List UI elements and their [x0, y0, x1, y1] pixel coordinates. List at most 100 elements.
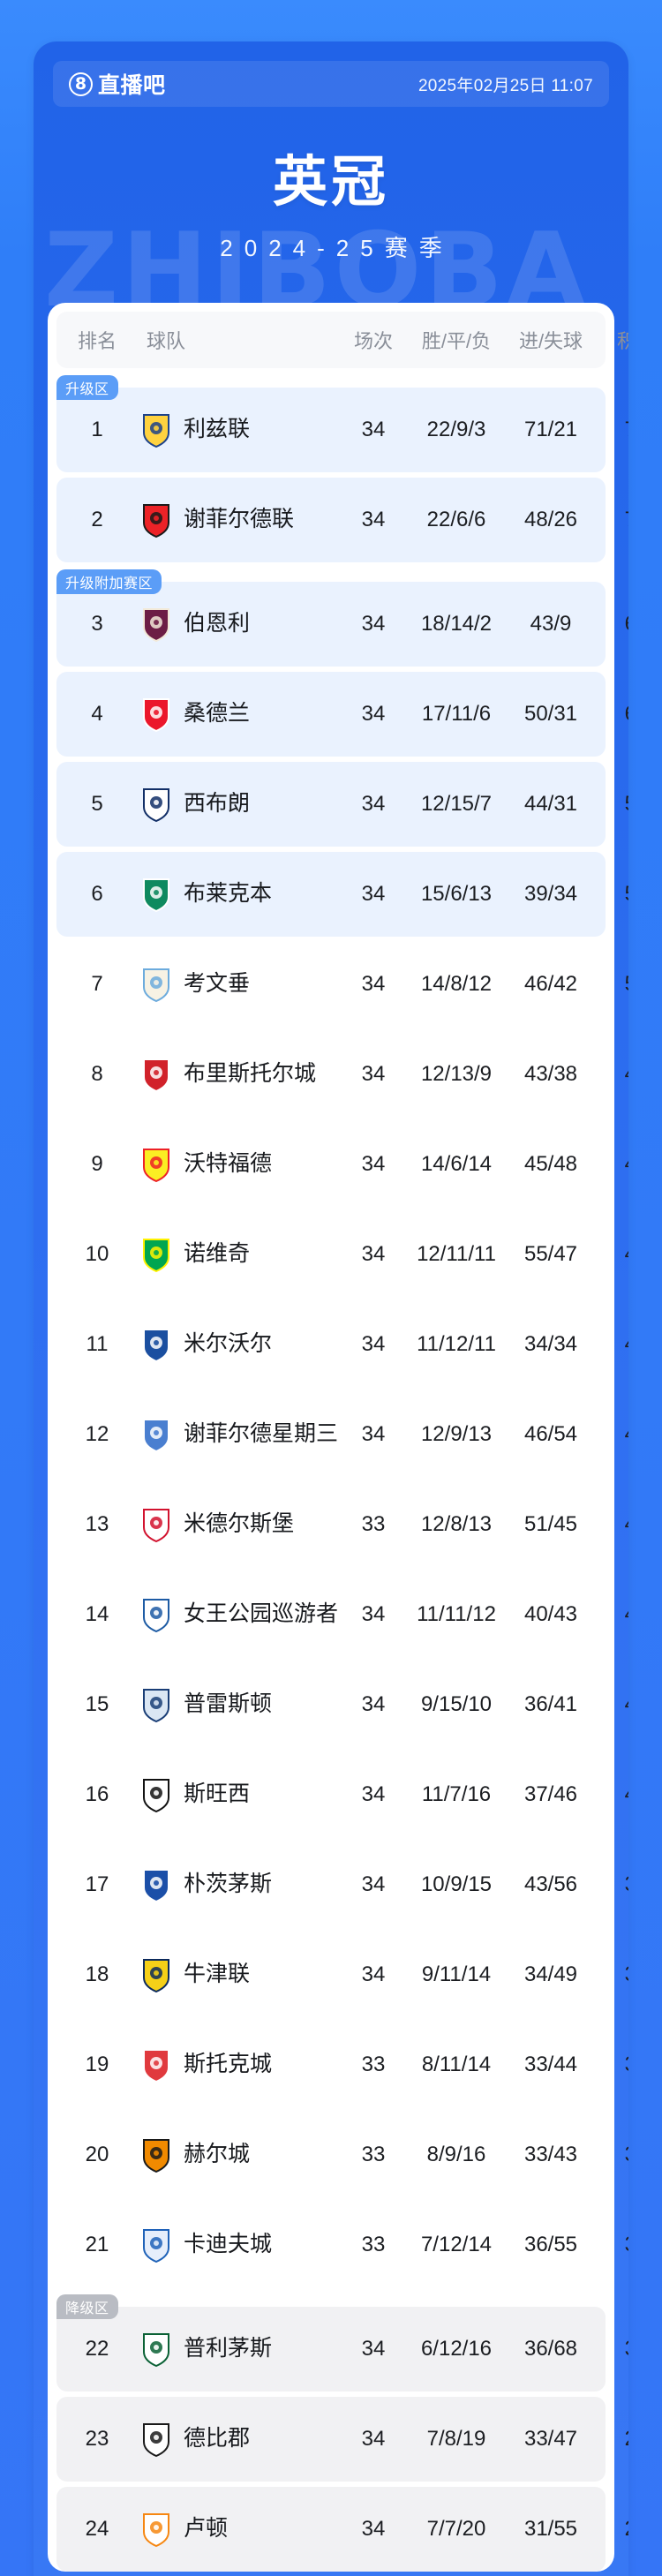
- cell-played: 34: [361, 1062, 386, 1086]
- team-name-label: 赫尔城: [184, 2142, 251, 2167]
- cell-goals: 37/46: [523, 1782, 578, 1806]
- table-row[interactable]: 16 斯旺西 34 11/7/16 37/46 40: [56, 1752, 628, 1837]
- team-name-label: 女王公园巡游者: [184, 1601, 339, 1627]
- table-row[interactable]: 升级区 1 利兹联 34 22/9/3 71/21 75: [56, 375, 628, 472]
- cell-played: 33: [361, 1512, 386, 1536]
- column-header-goals: 进/失球: [518, 330, 583, 352]
- table-row[interactable]: 13 米德尔斯堡 33 12/8/13 51/45 44: [56, 1482, 628, 1567]
- cell-wdl: 11/11/12: [417, 1602, 496, 1626]
- table-row[interactable]: 2 谢菲尔德联 34 22/6/6 48/26 70: [56, 478, 628, 562]
- cell-team[interactable]: 普雷斯顿: [138, 1686, 339, 1723]
- table-row[interactable]: 4 桑德兰 34 17/11/6 50/31 62: [56, 672, 628, 757]
- cell-team[interactable]: 斯托克城: [138, 2046, 339, 2083]
- table-row[interactable]: 12 谢菲尔德星期三 34 12/9/13 46/54 45: [56, 1392, 628, 1477]
- cell-team[interactable]: 桑德兰: [138, 696, 339, 733]
- table-row[interactable]: 11 米尔沃尔 34 11/12/11 34/34 45: [56, 1302, 628, 1387]
- cell-rank: 17: [85, 1872, 109, 1896]
- table-row[interactable]: 24 卢顿 34 7/7/20 31/55 28: [56, 2487, 628, 2572]
- table-row[interactable]: 18 牛津联 34 9/11/14 34/49 38: [56, 1932, 628, 2017]
- cell-team[interactable]: 朴茨茅斯: [138, 1866, 339, 1903]
- cell-wdl: 12/9/13: [420, 1422, 493, 1446]
- cell-team[interactable]: 米尔沃尔: [138, 1326, 339, 1363]
- cell-rank: 12: [85, 1422, 109, 1446]
- cell-goals: 33/47: [523, 2427, 578, 2451]
- zone-badge-promotion: 升级区: [56, 375, 118, 400]
- cell-team[interactable]: 伯恩利: [138, 606, 339, 643]
- table-row[interactable]: 21 卡迪夫城 33 7/12/14 36/55 33: [56, 2203, 628, 2287]
- cell-team[interactable]: 赫尔城: [138, 2136, 339, 2173]
- coventry-crest: [138, 966, 175, 1003]
- cell-team[interactable]: 斯旺西: [138, 1776, 339, 1813]
- team-name-label: 桑德兰: [184, 701, 251, 727]
- preston-crest: [138, 1686, 175, 1723]
- cell-team[interactable]: 女王公园巡游者: [138, 1596, 339, 1633]
- cell-team[interactable]: 牛津联: [138, 1956, 339, 1993]
- table-row[interactable]: 5 西布朗 34 12/15/7 44/31 51: [56, 762, 628, 847]
- table-row[interactable]: 17 朴茨茅斯 34 10/9/15 43/56 39: [56, 1842, 628, 1927]
- team-name-label: 米德尔斯堡: [184, 1511, 295, 1537]
- cell-team[interactable]: 考文垂: [138, 966, 339, 1003]
- table-row[interactable]: 10 诺维奇 34 12/11/11 55/47 47: [56, 1212, 628, 1297]
- cell-played: 34: [361, 2337, 386, 2361]
- cell-team[interactable]: 利兹联: [138, 411, 339, 448]
- table-row[interactable]: 8 布里斯托尔城 34 12/13/9 43/38 49: [56, 1032, 628, 1117]
- cell-goals: 33/44: [523, 2053, 578, 2076]
- hero-banner: ZHIBOBA 英冠 2024-25赛季: [34, 117, 628, 320]
- cell-team[interactable]: 卡迪夫城: [138, 2226, 339, 2263]
- table-row[interactable]: 降级区 22 普利茅斯 34 6/12/16 36/68 30: [56, 2294, 628, 2391]
- cell-team[interactable]: 沃特福德: [138, 1146, 339, 1183]
- cell-rank: 9: [91, 1152, 103, 1176]
- oxford-united-crest: [138, 1956, 175, 1993]
- team-name-label: 西布朗: [184, 791, 251, 817]
- team-name-label: 牛津联: [184, 1962, 251, 1987]
- team-name-label: 卡迪夫城: [184, 2232, 273, 2257]
- team-name-label: 布莱克本: [184, 881, 273, 907]
- header-brand[interactable]: 8 直播吧: [69, 68, 166, 100]
- table-row[interactable]: 23 德比郡 34 7/8/19 33/47 29: [56, 2397, 628, 2482]
- cell-wdl: 7/7/20: [426, 2517, 486, 2541]
- cell-wdl: 10/9/15: [420, 1872, 493, 1896]
- cell-team[interactable]: 卢顿: [138, 2511, 339, 2548]
- cell-rank: 15: [85, 1692, 109, 1716]
- cell-team[interactable]: 诺维奇: [138, 1236, 339, 1273]
- cell-played: 34: [361, 1602, 386, 1626]
- cell-played: 34: [361, 418, 386, 441]
- cell-points: 51: [597, 792, 628, 817]
- cell-team[interactable]: 德比郡: [138, 2421, 339, 2458]
- team-name-label: 朴茨茅斯: [184, 1872, 273, 1897]
- cell-team[interactable]: 布莱克本: [138, 876, 339, 913]
- cell-wdl: 12/13/9: [420, 1062, 493, 1086]
- table-row[interactable]: 19 斯托克城 33 8/11/14 33/44 35: [56, 2022, 628, 2107]
- cell-rank: 1: [91, 418, 103, 441]
- cell-team[interactable]: 布里斯托尔城: [138, 1056, 339, 1093]
- cell-rank: 21: [85, 2233, 109, 2256]
- table-row[interactable]: 14 女王公园巡游者 34 11/11/12 40/43 44: [56, 1572, 628, 1657]
- cell-wdl: 9/15/10: [420, 1692, 493, 1716]
- table-row[interactable]: 20 赫尔城 33 8/9/16 33/43 33: [56, 2113, 628, 2197]
- cell-team[interactable]: 西布朗: [138, 786, 339, 823]
- table-row[interactable]: 9 沃特福德 34 14/6/14 45/48 48: [56, 1122, 628, 1207]
- cell-wdl: 7/8/19: [426, 2427, 486, 2451]
- cell-played: 34: [361, 792, 386, 816]
- table-row[interactable]: 7 考文垂 34 14/8/12 46/42 50: [56, 942, 628, 1027]
- cell-points: 45: [597, 1422, 628, 1447]
- table-row[interactable]: 升级附加赛区 3 伯恩利 34 18/14/2 43/9 68: [56, 569, 628, 667]
- team-name-label: 斯托克城: [184, 2052, 273, 2077]
- table-row[interactable]: 6 布莱克本 34 15/6/13 39/34 51: [56, 852, 628, 937]
- cell-played: 34: [361, 612, 386, 636]
- cell-team[interactable]: 米德尔斯堡: [138, 1506, 339, 1543]
- cell-points: 29: [597, 2427, 628, 2452]
- column-header-wdl: 胜/平/负: [421, 330, 492, 352]
- cell-rank: 13: [85, 1512, 109, 1536]
- column-header-rank: 排名: [77, 330, 117, 352]
- cell-wdl: 15/6/13: [420, 882, 493, 906]
- cell-wdl: 8/11/14: [421, 2053, 492, 2076]
- table-row[interactable]: 15 普雷斯顿 34 9/15/10 36/41 42: [56, 1662, 628, 1747]
- cell-goals: 36/68: [523, 2337, 578, 2361]
- stoke-city-crest: [138, 2046, 175, 2083]
- cell-goals: 55/47: [523, 1242, 578, 1266]
- cell-team[interactable]: 谢菲尔德星期三: [138, 1416, 339, 1453]
- cell-team[interactable]: 普利茅斯: [138, 2331, 339, 2368]
- cell-team[interactable]: 谢菲尔德联: [138, 501, 339, 539]
- blackburn-crest: [138, 876, 175, 913]
